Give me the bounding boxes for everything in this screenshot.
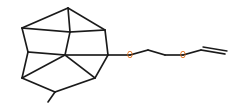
Text: O: O	[180, 51, 186, 59]
Text: O: O	[127, 51, 133, 59]
